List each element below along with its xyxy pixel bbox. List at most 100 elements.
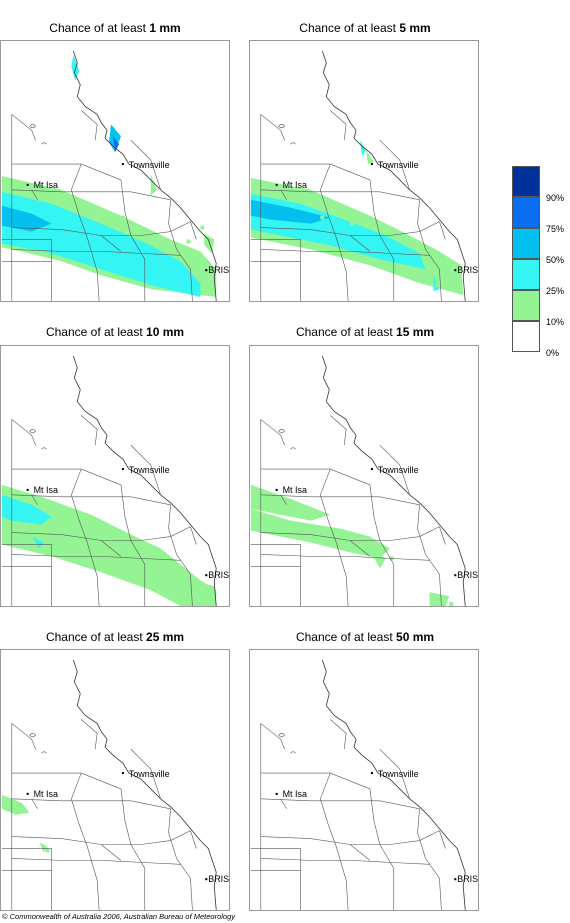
district-boundary	[31, 189, 38, 200]
district-boundary	[349, 844, 371, 861]
place-label-townsville: Townsville	[129, 160, 170, 170]
district-boundary	[260, 189, 420, 201]
district-boundary	[1, 239, 52, 301]
rainfall-probability-area	[1, 794, 30, 815]
rainfall-probability-cell	[21, 532, 26, 537]
rainfall-probability-cell	[350, 221, 355, 226]
map-svg: Townsville Mt Isa BRIS	[1, 650, 229, 910]
district-boundary	[11, 858, 181, 865]
rainfall-probability-area	[250, 199, 331, 224]
district-boundary	[11, 798, 171, 810]
district-boundary	[260, 772, 371, 790]
district-boundary	[130, 749, 161, 799]
coastline	[321, 659, 466, 910]
place-label-brisbane: BRIS	[457, 874, 478, 884]
rainfall-probability-cell	[320, 215, 325, 220]
place-label-mt-isa: Mt Isa	[283, 180, 307, 190]
district-boundary	[320, 468, 349, 606]
district-boundary	[417, 504, 442, 606]
district-boundary	[260, 163, 371, 181]
rainfall-probability-area	[71, 54, 80, 81]
legend-label-75: 75%	[546, 224, 565, 234]
rainfall-probability-area	[369, 550, 386, 569]
panel-title-10mm: Chance of at least 10 mm	[45, 325, 185, 339]
panel-title-25mm: Chance of at least 25 mm	[45, 630, 185, 644]
place-label-brisbane: BRIS	[208, 570, 229, 580]
district-boundary	[11, 189, 171, 201]
rainfall-probability-area	[1, 205, 52, 232]
district-boundary	[100, 235, 122, 252]
map-svg: Townsville Mt Isa BRIS	[250, 346, 478, 606]
district-boundary	[81, 415, 98, 446]
district-boundary	[369, 788, 395, 910]
district-boundary	[349, 540, 371, 557]
district-boundary	[369, 179, 395, 301]
legend-swatch-50	[512, 228, 540, 259]
district-boundary	[120, 484, 146, 606]
district-boundary	[260, 526, 440, 541]
rainfall-probability-cell	[379, 550, 384, 555]
place-label-townsville: Townsville	[378, 769, 419, 779]
district-boundary	[439, 830, 446, 849]
district-boundary	[130, 445, 161, 495]
map-svg: Townsville Mt Isa BRIS	[1, 346, 229, 606]
district-boundary	[71, 163, 100, 301]
district-boundary	[11, 494, 171, 506]
district-boundary	[190, 221, 197, 240]
map-25mm: Townsville Mt Isa BRIS	[0, 649, 230, 911]
district-boundary	[100, 540, 122, 557]
district-boundary	[11, 221, 191, 236]
rainfall-probability-area	[360, 140, 366, 157]
map-svg: Townsville Mt Isa BRIS	[250, 41, 478, 301]
district-boundary	[280, 798, 287, 809]
legend-swatch-90	[512, 166, 540, 197]
rainfall-probability-cell	[120, 215, 125, 220]
rainfall-probability-cell	[186, 239, 191, 244]
district-boundary	[417, 808, 442, 910]
rainfall-probability-area	[365, 150, 374, 165]
place-label-brisbane: BRIS	[208, 265, 229, 275]
district-boundary	[71, 468, 100, 606]
district-boundary	[11, 772, 122, 790]
district-boundary	[280, 494, 287, 505]
district-boundary	[379, 140, 410, 190]
district-boundary	[260, 418, 285, 446]
district-boundary	[71, 772, 100, 910]
legend-label-25: 25%	[546, 286, 565, 296]
district-boundary	[1, 848, 52, 910]
district-boundary	[250, 544, 301, 606]
rainfall-probability-area	[31, 536, 44, 549]
place-label-brisbane: BRIS	[457, 265, 478, 275]
rainfall-probability-area	[1, 484, 217, 606]
district-boundary	[349, 235, 371, 252]
district-boundary	[11, 163, 122, 181]
legend-label-90: 90%	[546, 193, 565, 203]
map-50mm: Townsville Mt Isa BRIS	[249, 649, 479, 911]
map-10mm: Townsville Mt Isa BRIS	[0, 345, 230, 607]
coastline	[72, 355, 217, 606]
place-label-townsville: Townsville	[378, 160, 419, 170]
legend-label-10: 10%	[546, 317, 565, 327]
district-boundary	[11, 554, 181, 561]
district-boundary	[168, 808, 193, 910]
legend-label-50: 50%	[546, 255, 565, 265]
place-label-mt-isa: Mt Isa	[283, 485, 307, 495]
district-boundary	[130, 140, 161, 190]
district-boundary	[11, 418, 36, 446]
place-label-townsville: Townsville	[129, 769, 170, 779]
panel-title-50mm: Chance of at least 50 mm	[295, 630, 435, 644]
map-15mm: Townsville Mt Isa BRIS	[249, 345, 479, 607]
district-boundary	[417, 199, 442, 301]
district-boundary	[100, 844, 122, 861]
place-label-townsville: Townsville	[129, 465, 170, 475]
district-boundary	[168, 199, 193, 301]
district-boundary	[439, 221, 446, 240]
rainfall-probability-area	[190, 580, 215, 605]
rainfall-probability-cell	[435, 283, 440, 288]
district-boundary	[31, 494, 38, 505]
district-boundary	[260, 468, 371, 486]
district-boundary	[31, 798, 38, 809]
rainfall-probability-cell	[449, 602, 454, 606]
district-boundary	[11, 468, 122, 486]
map-svg: Townsville Mt Isa BRIS	[250, 650, 478, 910]
